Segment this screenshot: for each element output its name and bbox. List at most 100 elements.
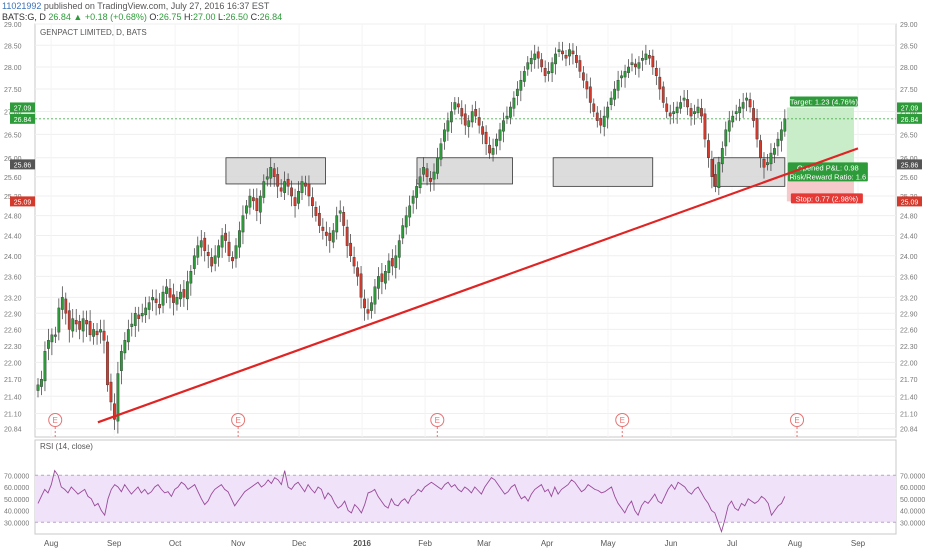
candle[interactable] bbox=[258, 195, 262, 213]
candle[interactable] bbox=[234, 245, 238, 259]
candle[interactable] bbox=[585, 81, 589, 90]
candle[interactable] bbox=[720, 148, 724, 165]
candle[interactable] bbox=[470, 111, 474, 123]
candle[interactable] bbox=[713, 174, 717, 187]
candle[interactable] bbox=[279, 187, 283, 192]
candle[interactable] bbox=[380, 273, 384, 282]
candle[interactable] bbox=[571, 50, 575, 55]
zone-box[interactable] bbox=[552, 157, 654, 187]
zone-box[interactable] bbox=[416, 157, 513, 185]
candle[interactable] bbox=[439, 143, 443, 160]
candle[interactable] bbox=[158, 304, 161, 309]
candle[interactable] bbox=[324, 231, 328, 236]
candle[interactable] bbox=[675, 106, 679, 114]
candle[interactable] bbox=[623, 71, 627, 78]
candle[interactable] bbox=[227, 241, 231, 257]
candle[interactable] bbox=[92, 329, 95, 337]
candle[interactable] bbox=[81, 318, 85, 332]
candle[interactable] bbox=[477, 117, 481, 126]
candle[interactable] bbox=[99, 329, 102, 333]
candle[interactable] bbox=[297, 190, 300, 204]
candle[interactable] bbox=[366, 309, 370, 314]
candle[interactable] bbox=[463, 113, 467, 126]
candle[interactable] bbox=[512, 97, 516, 109]
candle[interactable] bbox=[755, 118, 759, 140]
candle[interactable] bbox=[474, 109, 478, 117]
candle[interactable] bbox=[710, 158, 714, 177]
candle[interactable] bbox=[203, 237, 207, 251]
candle[interactable] bbox=[36, 384, 40, 391]
candle[interactable] bbox=[543, 68, 547, 76]
candle[interactable] bbox=[766, 162, 769, 166]
candle[interactable] bbox=[255, 198, 259, 211]
candle[interactable] bbox=[133, 313, 137, 326]
candle[interactable] bbox=[724, 129, 728, 147]
candle[interactable] bbox=[286, 178, 290, 187]
candle[interactable] bbox=[102, 330, 106, 341]
target-zone[interactable] bbox=[786, 107, 854, 165]
candle[interactable] bbox=[363, 298, 366, 309]
candle[interactable] bbox=[509, 106, 512, 118]
candle[interactable] bbox=[418, 176, 422, 189]
candle[interactable] bbox=[113, 403, 116, 420]
candle[interactable] bbox=[665, 103, 669, 112]
candle[interactable] bbox=[345, 226, 349, 246]
candle[interactable] bbox=[130, 323, 134, 327]
earnings-marker-icon[interactable] bbox=[615, 413, 630, 427]
candle[interactable] bbox=[262, 181, 266, 198]
candle[interactable] bbox=[161, 291, 165, 306]
candle[interactable] bbox=[581, 72, 585, 81]
candle[interactable] bbox=[599, 118, 603, 126]
candle[interactable] bbox=[144, 307, 148, 316]
candle[interactable] bbox=[317, 212, 321, 226]
candle[interactable] bbox=[338, 210, 342, 214]
candle[interactable] bbox=[321, 226, 325, 231]
candle[interactable] bbox=[57, 307, 61, 333]
candle[interactable] bbox=[241, 215, 245, 233]
candle[interactable] bbox=[498, 129, 502, 141]
candle[interactable] bbox=[502, 120, 505, 132]
candle[interactable] bbox=[383, 271, 387, 284]
candle[interactable] bbox=[616, 79, 620, 91]
candle[interactable] bbox=[78, 321, 82, 330]
candle[interactable] bbox=[654, 68, 658, 76]
candle[interactable] bbox=[175, 297, 179, 305]
candle[interactable] bbox=[717, 162, 721, 189]
candle[interactable] bbox=[71, 318, 75, 332]
candle[interactable] bbox=[554, 53, 557, 65]
trendline[interactable] bbox=[97, 147, 859, 424]
candle[interactable] bbox=[627, 66, 630, 73]
candle[interactable] bbox=[762, 158, 766, 168]
candle[interactable] bbox=[488, 144, 491, 154]
candle[interactable] bbox=[595, 112, 599, 121]
candle[interactable] bbox=[443, 129, 446, 142]
candle[interactable] bbox=[359, 273, 363, 298]
candle[interactable] bbox=[568, 49, 571, 57]
earnings-marker-icon[interactable] bbox=[430, 413, 445, 427]
candle[interactable] bbox=[40, 379, 43, 387]
candle[interactable] bbox=[564, 55, 568, 59]
candle[interactable] bbox=[460, 108, 464, 117]
candle[interactable] bbox=[467, 120, 471, 127]
candle[interactable] bbox=[165, 286, 168, 294]
candle[interactable] bbox=[231, 257, 234, 262]
candle[interactable] bbox=[748, 99, 752, 108]
candle[interactable] bbox=[773, 148, 776, 155]
candle[interactable] bbox=[547, 71, 551, 74]
candle[interactable] bbox=[738, 106, 742, 114]
candle[interactable] bbox=[634, 63, 637, 68]
candle[interactable] bbox=[373, 286, 377, 305]
candle[interactable] bbox=[700, 108, 703, 117]
earnings-marker-icon[interactable] bbox=[231, 413, 246, 427]
candle[interactable] bbox=[60, 297, 64, 310]
candle[interactable] bbox=[293, 197, 297, 207]
candle[interactable] bbox=[484, 131, 488, 144]
candle[interactable] bbox=[561, 50, 564, 55]
candle[interactable] bbox=[769, 152, 773, 165]
candle[interactable] bbox=[776, 138, 780, 147]
candle[interactable] bbox=[779, 129, 783, 141]
candle[interactable] bbox=[85, 320, 89, 325]
candle[interactable] bbox=[422, 167, 425, 175]
candle[interactable] bbox=[609, 97, 613, 105]
candle[interactable] bbox=[123, 340, 127, 354]
